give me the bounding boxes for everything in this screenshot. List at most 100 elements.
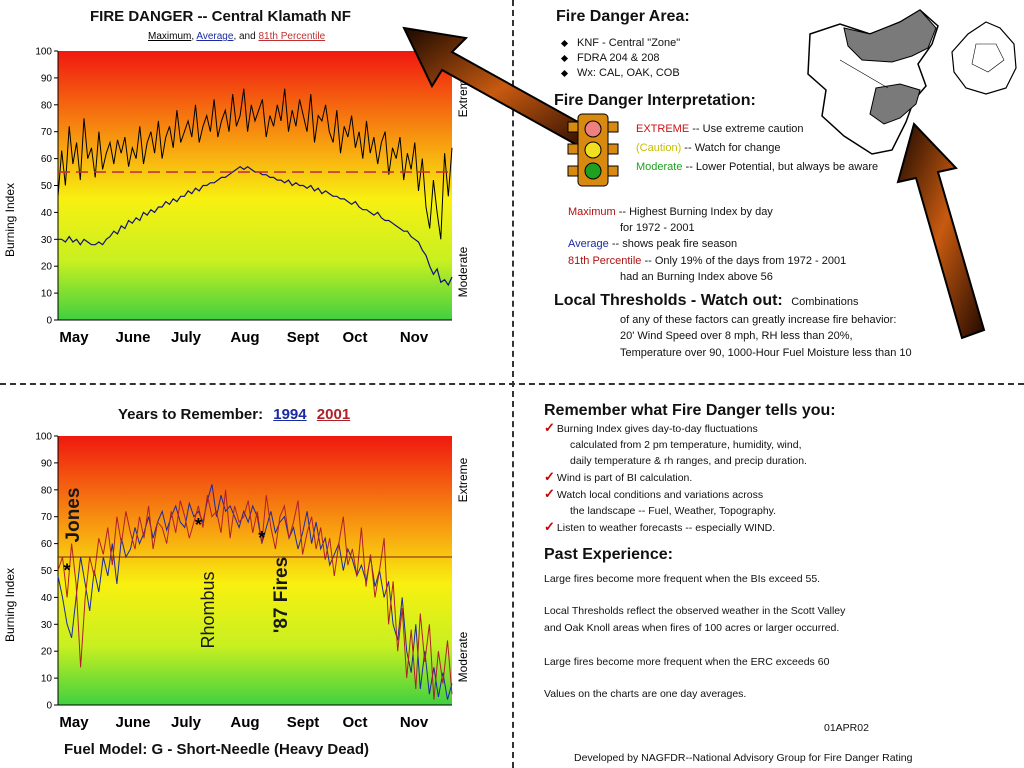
x-tick-label: Aug [230,329,259,346]
remember-text: Listen to weather forecasts -- especiall… [556,522,776,534]
area-bullet: Wx: CAL, OAK, COB [560,66,680,81]
event-marker: * [64,561,71,581]
y-tick-label: 40 [41,208,53,219]
remember-text: Wind is part of BI calculation. [556,472,693,484]
past-p2b: and Oak Knoll areas when fires of 100 ac… [544,622,840,634]
remember-list: ✓ Burning Index gives day-to-day fluctuat… [544,420,807,536]
x-tick-label: Sept [287,714,320,731]
subtitle-max: Maximum [148,31,192,42]
map-inner-shape [971,43,1005,73]
date-stamp: 01APR02 [824,722,869,734]
chart1-ylabel: Burning Index [3,183,17,257]
arrow-to-map [896,122,986,340]
past-p1: Large fires become more frequent when th… [544,573,821,585]
interpretation-heading: Fire Danger Interpretation: [554,92,756,109]
remember-item: ✓ Wind is part of BI calculation. [544,469,693,484]
traffic-light-icon [567,113,619,187]
def-percentile-2: had an Burning Index above 56 [620,271,773,283]
subtitle-pct: 81th Percentile [258,31,326,42]
series-maximum [57,88,453,240]
chart2-title-text: Years to Remember: [118,406,264,423]
subtitle-sep: , and [233,31,256,42]
map-zone-north [843,9,937,63]
thresholds-heading: Local Thresholds - Watch out: [554,292,783,309]
x-tick-label: July [171,329,202,346]
y-tick-label: 10 [41,289,53,300]
y-tick-label: 50 [41,181,53,192]
x-tick-label: May [59,329,89,346]
y-tick-label: 30 [41,235,53,246]
y-tick-label: 90 [41,73,53,84]
remember-heading: Remember what Fire Danger tells you: [544,402,836,419]
y-tick-label: 70 [41,127,53,138]
area-bullets: KNF - Central "Zone" FDRA 204 & 208 Wx: … [560,36,681,81]
chart1-title: FIRE DANGER -- Central Klamath NF [90,8,351,25]
pct-text: -- Only 19% of the days from 1972 - 2001 [641,255,847,267]
moderate-text: -- Lower Potential, but always be aware [682,161,879,173]
area-bullet: FDRA 204 & 208 [560,51,680,66]
interp-moderate: Moderate -- Lower Potential, but always … [636,161,878,173]
x-tick-label: July [171,714,202,731]
series-average [58,165,453,287]
def-maximum: Maximum -- Highest Burning Index by day [568,206,773,218]
def-average: Average -- shows peak fire season [568,238,737,250]
past-p2a: Local Thresholds reflect the observed we… [544,605,846,617]
annotation-jones: Jones [63,488,84,543]
remember-item-cont: calculated from 2 pm temperature, humidi… [570,439,802,451]
map-zone-south [869,83,921,125]
x-tick-label: May [59,714,89,731]
interp-extreme: EXTREME -- Use extreme caution [636,123,804,135]
y-tick-label: 0 [46,701,52,712]
chart1-right-bottom: Moderate [456,246,470,297]
past-p4: Values on the charts are one day average… [544,688,747,700]
avg-text: -- shows peak fire season [608,238,738,250]
fuel-model-footer: Fuel Model: G - Short-Needle (Heavy Dead… [64,741,370,758]
y-tick-label: 0 [46,316,52,327]
credit-line: Developed by NAGFDR--National Advisory G… [574,752,913,764]
chart2-plot: 0 10 20 30 40 50 60 70 80 90 100 * * * Burning Index… [3,432,470,732]
y-tick-label: 90 [41,458,53,469]
x-tick-label: Nov [400,714,429,731]
moderate-label: Moderate [636,161,683,173]
horizontal-divider [0,383,1024,385]
thresholds-lead: Combinations [791,296,859,308]
max-text: -- Highest Burning Index by day [615,206,773,218]
chart2-title: Years to Remember: 1994 2001 [118,406,350,423]
y-tick-label: 10 [41,674,53,685]
def-maximum-2: for 1972 - 2001 [620,222,695,234]
extreme-label: EXTREME [636,123,690,135]
area-bullet: KNF - Central "Zone" [560,36,681,51]
avg-label: Average [568,238,609,250]
area-bullet-text: KNF - Central "Zone" [577,37,681,49]
x-tick-label: June [115,714,150,731]
y-tick-label: 30 [41,620,53,631]
chart2-right-top: Extreme [456,457,470,502]
chart1-background [58,51,452,320]
remember-item: ✓ Listen to weather forecasts -- especial… [544,519,776,534]
series-2001 [57,489,453,700]
y-tick-label: 20 [41,647,53,658]
annotation-rhombus: Rhombus [198,571,218,648]
x-tick-label: Sept [287,329,320,346]
subtitle-sep: , [191,31,195,42]
interp-caution: (Caution) -- Watch for change [636,142,781,154]
extreme-text: -- Use extreme caution [689,123,804,135]
x-tick-label: Oct [342,714,367,731]
past-p3: Large fires become more frequent when th… [544,656,830,668]
thresholds-heading-row: Local Thresholds - Watch out: Combinatio… [554,292,858,310]
y-tick-label: 50 [41,566,53,577]
x-tick-label: Aug [230,714,259,731]
thresholds-line2: 20' Wind Speed over 8 mph, RH less than … [620,330,853,342]
remember-item-cont: the landscape -- Fuel, Weather, Topograp… [570,505,777,517]
pct-label: 81th Percentile [568,255,642,267]
legend-2001: 2001 [316,406,351,423]
event-marker: * [195,515,202,535]
past-experience-heading: Past Experience: [544,546,673,563]
y-tick-label: 100 [35,47,52,58]
map-divider-line [839,59,889,89]
max-label: Maximum [568,206,616,218]
y-tick-label: 40 [41,593,53,604]
caution-text: -- Watch for change [681,142,781,154]
remember-item: ✓ Watch local conditions and variations a… [544,486,764,501]
